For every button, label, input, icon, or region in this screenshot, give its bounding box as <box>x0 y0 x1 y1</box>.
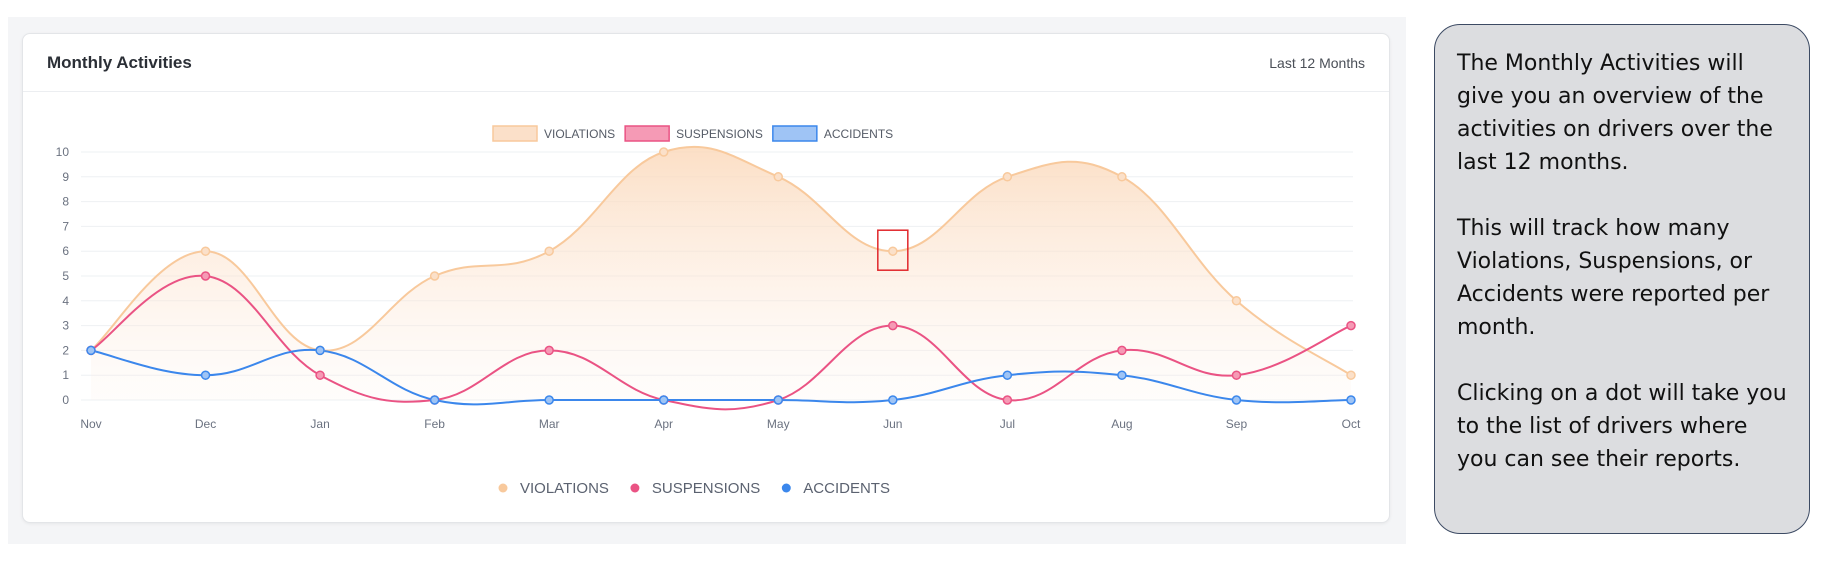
suspensions-point[interactable] <box>888 320 898 331</box>
violations-legend-text[interactable]: VIOLATIONS <box>520 480 609 497</box>
x-tick-label: Apr <box>654 417 673 431</box>
suspensions-legend-text[interactable]: SUSPENSIONS <box>652 480 760 497</box>
callout-paragraph-3: Clicking on a dot will take you to the l… <box>1457 381 1787 472</box>
violations-point[interactable] <box>888 246 898 256</box>
range-selector[interactable]: Last 12 Months <box>1269 55 1365 71</box>
bottom-legend: VIOLATIONS SUSPENSIONS ACCIDENTS <box>498 480 890 497</box>
suspensions-point[interactable] <box>544 345 554 356</box>
axis-labels: 0 1 2 3 4 5 6 7 8 9 10 Nov Dec Jan Feb Mar Apr May Jun Jul A… <box>56 145 1361 431</box>
violations-point[interactable] <box>658 147 669 157</box>
x-tick-label: Feb <box>424 417 445 431</box>
violations-area <box>91 146 1351 400</box>
monthly-activities-chart: 0 1 2 3 4 5 6 7 8 9 10 Nov Dec Jan Feb Mar Apr May Jun Jul A… <box>56 125 1361 497</box>
violations-legend-swatch[interactable] <box>492 125 538 142</box>
accidents-point[interactable] <box>1231 395 1242 405</box>
callout-paragraph-1: The Monthly Activities will give you an … <box>1457 51 1773 175</box>
suspensions-point[interactable] <box>1346 320 1356 331</box>
y-tick-label: 5 <box>62 269 69 283</box>
accidents-point[interactable] <box>1002 370 1013 380</box>
violations-point[interactable] <box>773 172 784 182</box>
violations-legend-dot[interactable] <box>498 483 508 493</box>
x-tick-label: Jun <box>883 417 902 431</box>
x-tick-label: May <box>767 417 790 431</box>
accidents-point[interactable] <box>429 395 440 405</box>
series-areas <box>91 146 1351 400</box>
accidents-point[interactable] <box>86 345 96 356</box>
accidents-point[interactable] <box>544 395 554 405</box>
suspensions-legend-swatch[interactable] <box>624 125 670 142</box>
accidents-point[interactable] <box>1346 395 1356 405</box>
series-lines <box>90 145 1352 411</box>
accidents-legend-dot[interactable] <box>781 483 791 493</box>
callout-paragraph-2: This will track how many Violations, Sus… <box>1457 216 1770 340</box>
accidents-legend-label[interactable]: ACCIDENTS <box>824 127 893 141</box>
card-header: Monthly Activities Last 12 Months <box>23 34 1389 92</box>
accidents-point[interactable] <box>200 370 211 380</box>
violations-legend-label[interactable]: VIOLATIONS <box>544 127 615 141</box>
data-points <box>86 147 1356 405</box>
suspensions-point[interactable] <box>1231 370 1242 380</box>
accidents-point[interactable] <box>773 395 784 405</box>
highlight-box <box>877 229 909 271</box>
suspensions-point[interactable] <box>315 370 325 380</box>
suspensions-legend-dot[interactable] <box>630 483 640 493</box>
accidents-line <box>90 348 1352 406</box>
x-tick-label: Jul <box>1000 417 1015 431</box>
violations-point[interactable] <box>429 271 440 281</box>
explanation-callout: The Monthly Activities will give you an … <box>1434 24 1810 534</box>
violations-point[interactable] <box>1117 172 1127 182</box>
y-tick-label: 3 <box>62 319 69 333</box>
y-tick-label: 4 <box>62 294 69 308</box>
y-tick-label: 10 <box>56 145 70 159</box>
accidents-point[interactable] <box>1117 370 1127 380</box>
y-tick-label: 8 <box>62 195 69 209</box>
x-tick-label: Jan <box>310 417 329 431</box>
accidents-legend-text[interactable]: ACCIDENTS <box>803 480 890 497</box>
x-tick-label: Oct <box>1342 417 1361 431</box>
violations-point[interactable] <box>1002 172 1013 182</box>
y-tick-label: 2 <box>62 343 69 357</box>
suspensions-point[interactable] <box>200 271 211 281</box>
card-title: Monthly Activities <box>47 53 192 72</box>
accidents-point[interactable] <box>315 345 325 356</box>
suspensions-line <box>90 274 1352 411</box>
y-tick-label: 9 <box>62 170 69 184</box>
x-tick-label: Aug <box>1111 417 1132 431</box>
accidents-legend-swatch[interactable] <box>772 125 818 142</box>
x-tick-label: Dec <box>195 417 216 431</box>
violations-point[interactable] <box>1231 296 1242 306</box>
accidents-point[interactable] <box>888 395 898 405</box>
violations-line <box>90 145 1352 377</box>
x-tick-label: Mar <box>539 417 560 431</box>
y-tick-label: 1 <box>62 368 69 382</box>
suspensions-point[interactable] <box>1002 395 1013 405</box>
suspensions-legend-label[interactable]: SUSPENSIONS <box>676 127 763 141</box>
y-tick-label: 0 <box>62 393 69 407</box>
suspensions-point[interactable] <box>1117 345 1127 356</box>
violations-point[interactable] <box>1346 370 1356 380</box>
x-tick-label: Nov <box>80 417 101 431</box>
top-legend: VIOLATIONS SUSPENSIONS ACCIDENTS <box>492 125 893 142</box>
x-tick-label: Sep <box>1226 417 1248 431</box>
accidents-point[interactable] <box>658 395 669 405</box>
y-tick-label: 6 <box>62 244 69 258</box>
y-tick-label: 7 <box>62 219 69 233</box>
violations-point[interactable] <box>544 246 554 256</box>
violations-point[interactable] <box>200 246 211 256</box>
